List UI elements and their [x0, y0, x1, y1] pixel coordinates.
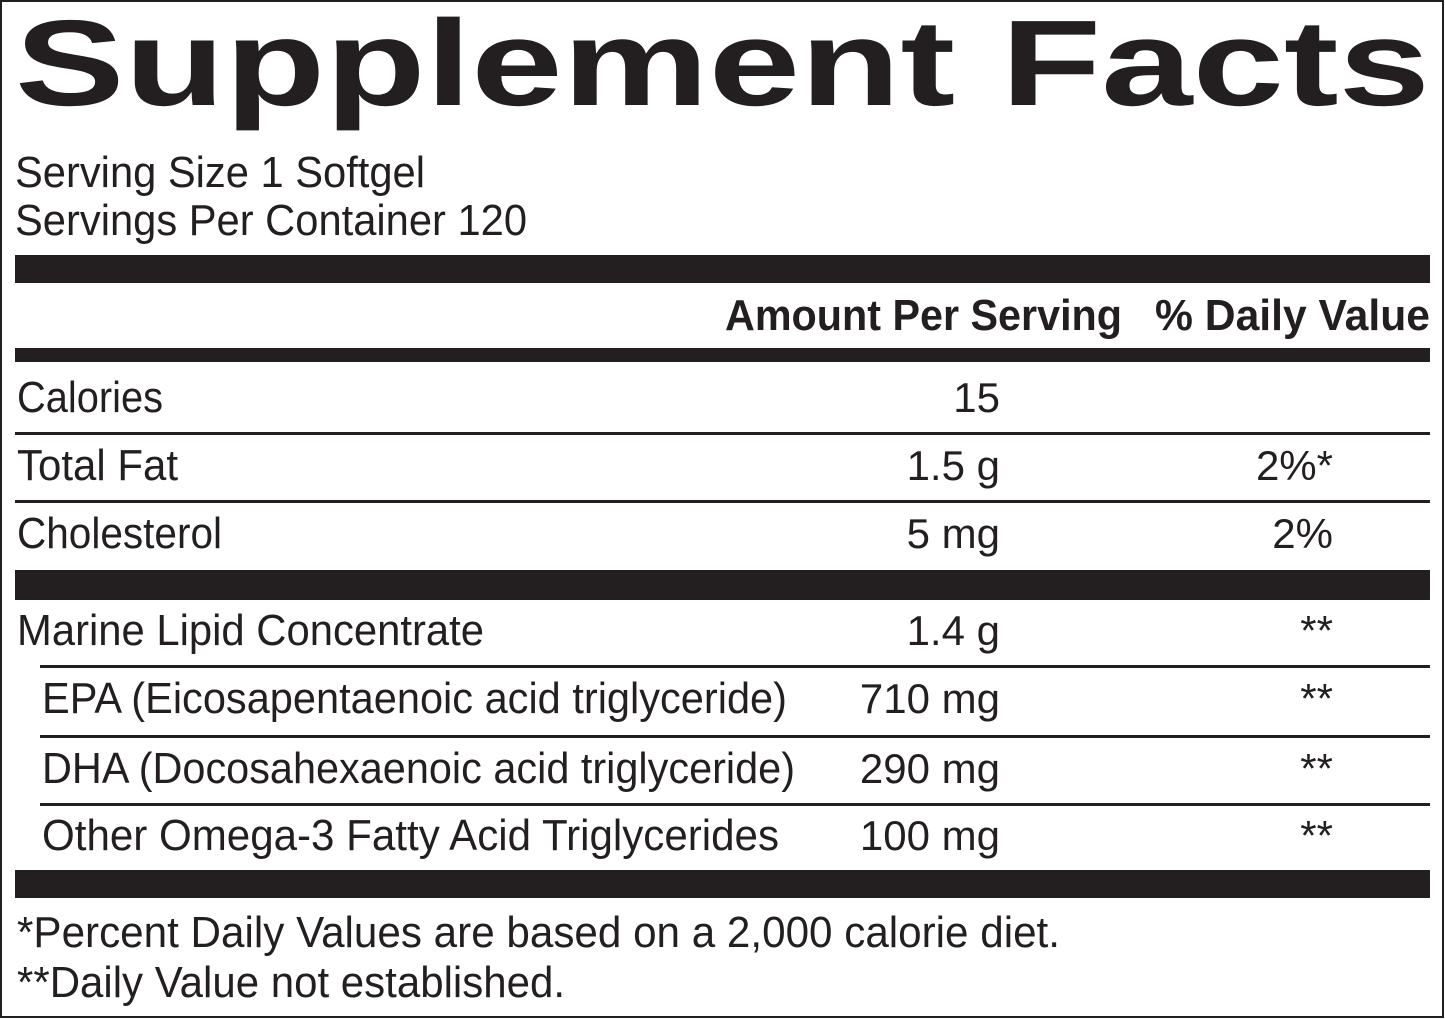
nutrient-amount: 15	[953, 374, 1000, 421]
nutrient-amount: 5 mg	[907, 510, 1000, 557]
daily-value: **	[1300, 675, 1333, 722]
daily-value: **	[1300, 745, 1333, 792]
thick-rule	[15, 870, 1430, 898]
nutrient-amount: 1.4 g	[907, 607, 1000, 654]
thick-rule	[15, 255, 1430, 283]
medium-rule	[15, 348, 1430, 362]
thin-rule	[15, 432, 1430, 435]
thin-rule	[40, 735, 1430, 738]
daily-value: **	[1300, 607, 1333, 654]
nutrient-name: Total Fat	[17, 441, 178, 490]
nutrient-amount: 100 mg	[860, 812, 1000, 859]
daily-value: 2%*	[1256, 442, 1333, 489]
amount-header: Amount Per Serving	[725, 291, 1122, 340]
thin-rule	[15, 500, 1430, 503]
thick-rule	[15, 570, 1430, 600]
daily-value: **	[1300, 812, 1333, 859]
thin-rule	[40, 803, 1430, 806]
servings-per-container: Servings Per Container 120	[15, 196, 527, 245]
title: Supplement Facts	[15, 0, 1430, 131]
serving-size: Serving Size 1 Softgel	[15, 148, 425, 197]
nutrient-name: Cholesterol	[17, 509, 222, 558]
thin-rule	[40, 665, 1430, 668]
nutrient-name: DHA (Docosahexaenoic acid triglyceride)	[42, 744, 795, 793]
footnote: *Percent Daily Values are based on a 2,0…	[17, 908, 1060, 957]
nutrient-name: Marine Lipid Concentrate	[17, 606, 484, 655]
nutrient-name: Other Omega-3 Fatty Acid Triglycerides	[42, 811, 779, 860]
daily-value-header: % Daily Value	[1155, 291, 1430, 340]
nutrient-name: Calories	[17, 373, 163, 422]
nutrient-amount: 710 mg	[860, 675, 1000, 722]
nutrient-amount: 1.5 g	[907, 442, 1000, 489]
nutrient-name: EPA (Eicosapentaenoic acid triglyceride)	[42, 674, 787, 723]
footnote: **Daily Value not established.	[17, 958, 565, 1007]
nutrient-amount: 290 mg	[860, 745, 1000, 792]
daily-value: 2%	[1272, 510, 1333, 557]
